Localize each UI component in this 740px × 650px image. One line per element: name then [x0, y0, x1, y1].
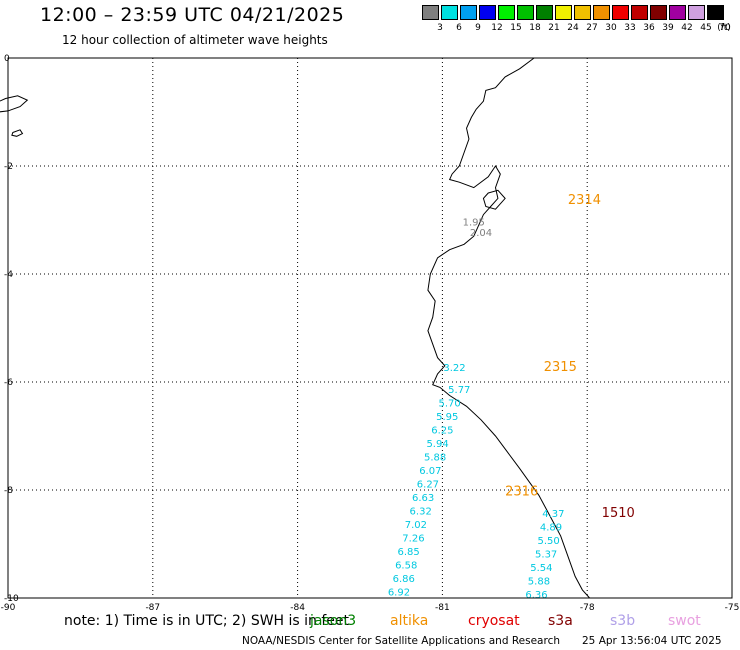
island-outline: [0, 95, 29, 113]
satellite-legend-item: cryosat: [468, 613, 520, 629]
colorbar-label: 70: [719, 23, 731, 33]
y-tick-label: 0: [4, 54, 10, 64]
wave-height-value: 6.25: [431, 425, 453, 436]
colorbar-swatch: [631, 5, 648, 20]
x-tick-label: -87: [145, 603, 160, 613]
wave-height-value: 6.58: [395, 560, 417, 571]
colorbar-swatch: [422, 5, 439, 20]
map-frame: [7, 57, 733, 599]
wave-height-value: 5.88: [528, 577, 550, 588]
satellite-legend-item: jason3: [310, 613, 357, 629]
colorbar-swatch: [574, 5, 591, 20]
island-outline: [11, 129, 24, 137]
y-tick-label: -10: [4, 594, 19, 604]
colorbar-label: 9: [475, 23, 481, 33]
wave-height-value: 7.02: [405, 520, 427, 531]
wave-height-value: 5.37: [535, 550, 557, 561]
wave-height-value: 6.07: [419, 466, 441, 477]
pass-id-label: 2314: [568, 193, 601, 208]
footer-timestamp: 25 Apr 13:56:04 UTC 2025: [582, 635, 722, 647]
wave-height-value: 5.88: [424, 452, 446, 463]
colorbar-label: 33: [624, 23, 636, 33]
y-tick-label: -4: [4, 270, 13, 280]
colorbar-swatch: [669, 5, 686, 20]
wave-height-value: 6.86: [393, 574, 415, 585]
colorbar-swatch: [593, 5, 610, 20]
x-tick-label: -78: [580, 603, 595, 613]
colorbar-swatch: [441, 5, 458, 20]
x-tick-label: -81: [435, 603, 450, 613]
colorbar-swatch: [650, 5, 667, 20]
map-title: 12:00 – 23:59 UTC 04/21/2025: [40, 4, 345, 26]
colorbar-label: 3: [437, 23, 443, 33]
colorbar-label: 27: [586, 23, 598, 33]
wave-height-value: 2.04: [470, 228, 492, 239]
wave-height-value: 5.95: [436, 412, 458, 423]
coastline-path: [427, 57, 590, 599]
wave-height-value: 1.95: [463, 217, 485, 228]
colorbar-label: 30: [605, 23, 617, 33]
x-tick-label: -84: [290, 603, 305, 613]
colorbar-swatch: [517, 5, 534, 20]
pass-id-label: 2316: [505, 484, 538, 499]
wave-height-value: 5.70: [439, 398, 461, 409]
colorbar-label: 42: [681, 23, 693, 33]
units-note: note: 1) Time is in UTC; 2) SWH is in fe…: [64, 613, 350, 629]
wave-height-value: 6.32: [410, 506, 432, 517]
y-tick-label: -6: [4, 378, 13, 388]
colorbar-swatch: [612, 5, 629, 20]
wave-height-value: 7.26: [402, 533, 424, 544]
x-tick-label: -90: [1, 603, 16, 613]
colorbar-label: 6: [456, 23, 462, 33]
pass-ids: 2314 2315 2316 1510: [505, 193, 635, 521]
island-outline: [482, 189, 506, 210]
pass-id-label: 2315: [544, 360, 577, 375]
satellite-legend-item: s3a: [548, 613, 573, 629]
wave-height-value: 6.36: [525, 590, 547, 601]
colorbar-label: 12: [491, 23, 503, 33]
colorbar-label: 24: [567, 23, 579, 33]
wave-height-value: 6.92: [388, 587, 410, 598]
wave-height-value: 4.37: [542, 509, 564, 520]
satellite-legend-item: s3b: [610, 613, 636, 629]
wave-height-value: 4.89: [540, 523, 562, 534]
colorbar-label: 15: [510, 23, 522, 33]
colorbar-label: 21: [548, 23, 560, 33]
footer-credit: NOAA/NESDIS Center for Satellite Applica…: [242, 635, 560, 647]
map-subtitle: 12 hour collection of altimeter wave hei…: [62, 33, 328, 47]
wave-height-value: 6.85: [397, 547, 419, 558]
satellite-legend-item: swot: [668, 613, 701, 629]
colorbar-swatch: [498, 5, 515, 20]
wave-height-value: 5.94: [426, 439, 448, 450]
x-tick-label: -75: [725, 603, 740, 613]
pass-id-label: 1510: [602, 506, 635, 521]
colorbar-swatch: [479, 5, 496, 20]
colorbar-swatch: [555, 5, 572, 20]
colorbar-label: 36: [643, 23, 655, 33]
lat-lon-grid: [8, 58, 732, 598]
wave-height-value: 5.77: [448, 385, 470, 396]
wave-height-value: 6.27: [417, 479, 439, 490]
wave-height-value: 5.54: [530, 563, 552, 574]
colorbar-swatch: [688, 5, 705, 20]
colorbar-label: 18: [529, 23, 541, 33]
wave-height-value: 5.50: [537, 536, 559, 547]
colorbar-label: 45: [700, 23, 712, 33]
colorbar-unit: (ft): [717, 23, 731, 33]
y-tick-label: -8: [4, 486, 13, 496]
wave-height-value: 6.63: [412, 493, 434, 504]
wave-height-colorbar: 3 6 9 12 15 18 21 24 27 30 33 36 39 42 45 70 (ft): [422, 5, 732, 37]
wave-height-value: 3.22: [443, 363, 465, 374]
colorbar-swatch: [460, 5, 477, 20]
axis-ticks: -90 -87 -84 -81 -78 -750-2-4-6-8-10: [1, 54, 740, 613]
colorbar-label: 39: [662, 23, 674, 33]
satellite-legend-item: altika: [390, 613, 429, 629]
colorbar-swatch: [707, 5, 724, 20]
coastline: [0, 57, 590, 599]
colorbar-swatch: [536, 5, 553, 20]
wave-height-labels: 1.952.04 3.22 5.77 5.70 5.95 6.25 5.94 5.88 6.07…: [388, 217, 565, 601]
